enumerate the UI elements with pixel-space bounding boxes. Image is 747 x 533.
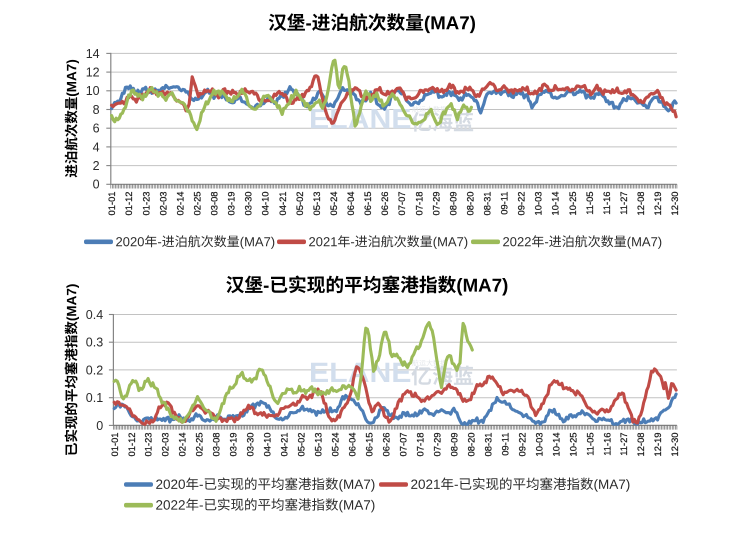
svg-text:10-03: 10-03: [533, 192, 544, 216]
svg-text:11-05: 11-05: [584, 192, 595, 215]
svg-text:02-25: 02-25: [192, 192, 203, 216]
svg-text:01-12: 01-12: [123, 192, 134, 216]
svg-text:06-26: 06-26: [379, 192, 390, 216]
svg-text:01-01: 01-01: [106, 192, 117, 216]
svg-text:02-14: 02-14: [177, 433, 188, 457]
svg-text:08-09: 08-09: [448, 433, 459, 457]
svg-text:0: 0: [96, 419, 103, 433]
svg-text:08-20: 08-20: [465, 433, 476, 457]
svg-text:03-30: 03-30: [243, 192, 254, 216]
svg-text:05-24: 05-24: [330, 433, 341, 457]
svg-text:6: 6: [93, 122, 100, 136]
svg-text:12-19: 12-19: [652, 433, 663, 457]
svg-text:01-12: 01-12: [126, 433, 137, 457]
svg-text:05-13: 05-13: [313, 433, 324, 457]
svg-text:8: 8: [93, 103, 100, 117]
svg-text:2: 2: [93, 159, 100, 173]
svg-text:10-14: 10-14: [550, 192, 561, 216]
svg-text:05-13: 05-13: [311, 192, 322, 216]
svg-text:14: 14: [86, 47, 100, 61]
svg-text:08-31: 08-31: [482, 192, 493, 216]
svg-text:06-04: 06-04: [345, 192, 356, 216]
svg-text:09-11: 09-11: [499, 192, 510, 215]
svg-text:11-05: 11-05: [584, 433, 595, 456]
svg-text:07-29: 07-29: [430, 192, 441, 216]
svg-text:10-25: 10-25: [567, 192, 578, 216]
svg-text:07-07: 07-07: [398, 433, 409, 457]
svg-text:03-08: 03-08: [209, 192, 220, 216]
svg-text:12-08: 12-08: [635, 192, 646, 216]
svg-text:11-27: 11-27: [618, 433, 629, 456]
svg-text:02-03: 02-03: [160, 433, 171, 457]
svg-text:06-15: 06-15: [364, 433, 375, 457]
svg-text:03-30: 03-30: [245, 433, 256, 457]
svg-text:08-31: 08-31: [482, 433, 493, 457]
svg-text:11-27: 11-27: [618, 192, 629, 215]
svg-text:0: 0: [93, 178, 100, 192]
svg-text:12-19: 12-19: [652, 192, 663, 216]
svg-text:06-15: 06-15: [362, 192, 373, 216]
svg-text:02-03: 02-03: [157, 192, 168, 216]
svg-text:01-23: 01-23: [140, 192, 151, 216]
svg-text:06-04: 06-04: [347, 433, 358, 457]
svg-text:10-03: 10-03: [533, 433, 544, 457]
svg-text:04-10: 04-10: [260, 192, 271, 216]
svg-text:08-20: 08-20: [464, 192, 475, 216]
svg-text:09-22: 09-22: [516, 192, 527, 216]
svg-text:05-02: 05-02: [296, 433, 307, 457]
svg-text:02-14: 02-14: [174, 192, 185, 216]
svg-text:04-10: 04-10: [262, 433, 273, 457]
svg-text:03-19: 03-19: [226, 192, 237, 216]
svg-text:11-16: 11-16: [601, 192, 612, 215]
svg-text:12: 12: [86, 66, 100, 80]
svg-text:05-02: 05-02: [294, 192, 305, 216]
svg-text:10-14: 10-14: [550, 433, 561, 457]
svg-text:10-25: 10-25: [567, 433, 578, 457]
svg-text:0.1: 0.1: [86, 391, 103, 405]
svg-text:08-09: 08-09: [447, 192, 458, 216]
svg-text:04-21: 04-21: [279, 433, 290, 457]
svg-text:07-29: 07-29: [431, 433, 442, 457]
svg-text:12-30: 12-30: [669, 433, 680, 457]
svg-text:01-23: 01-23: [143, 433, 154, 457]
svg-text:11-16: 11-16: [601, 433, 612, 456]
svg-text:0.4: 0.4: [86, 308, 103, 322]
svg-text:07-07: 07-07: [396, 192, 407, 216]
svg-text:04-21: 04-21: [277, 192, 288, 216]
svg-text:05-24: 05-24: [328, 192, 339, 216]
svg-text:07-18: 07-18: [415, 433, 426, 457]
svg-text:01-01: 01-01: [109, 433, 120, 457]
svg-text:06-26: 06-26: [381, 433, 392, 457]
svg-text:12-08: 12-08: [635, 433, 646, 457]
svg-text:07-18: 07-18: [413, 192, 424, 216]
svg-text:03-08: 03-08: [211, 433, 222, 457]
svg-text:0.3: 0.3: [86, 336, 103, 350]
svg-text:02-25: 02-25: [194, 433, 205, 457]
svg-text:09-22: 09-22: [516, 433, 527, 457]
svg-text:4: 4: [93, 140, 100, 154]
svg-text:10: 10: [86, 84, 100, 98]
svg-text:09-11: 09-11: [499, 433, 510, 456]
svg-text:03-19: 03-19: [228, 433, 239, 457]
svg-text:0.2: 0.2: [86, 363, 103, 377]
svg-text:12-30: 12-30: [669, 192, 680, 216]
